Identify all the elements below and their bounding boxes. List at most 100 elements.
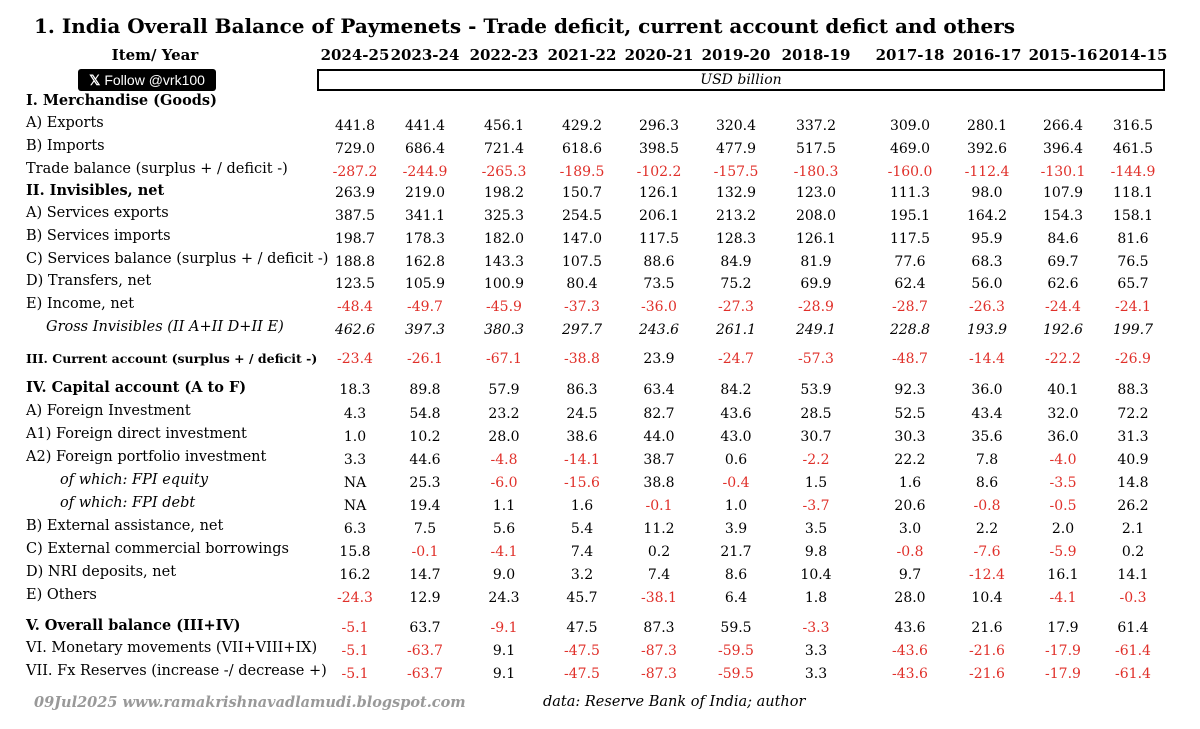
table-cell: 19.4 — [409, 498, 441, 514]
table-cell: 17.9 — [1047, 620, 1079, 636]
table-cell: 38.7 — [643, 452, 675, 468]
table-cell: 18.3 — [339, 382, 371, 398]
table-cell: 219.0 — [404, 185, 446, 201]
table-cell: 88.6 — [643, 254, 675, 270]
table-cell: 10.4 — [971, 590, 1003, 606]
table-cell: 63.7 — [409, 620, 441, 636]
table-row: III. Current account (surplus + / defici… — [0, 348, 1200, 368]
row-label: C) External commercial borrowings — [26, 541, 289, 557]
table-row: IV. Capital account (A to F) 18.3 89.8 57.9… — [0, 379, 1200, 399]
row-label: C) Services balance (surplus + / deficit… — [26, 251, 329, 267]
table-cell: 0.6 — [724, 452, 748, 468]
table-cell: 84.6 — [1047, 231, 1079, 247]
table-cell: 89.8 — [409, 382, 441, 398]
table-cell: -0.1 — [411, 544, 439, 560]
table-cell: -2.2 — [802, 452, 830, 468]
table-row: I. Merchandise (Goods) — [0, 92, 1200, 112]
table-cell: 0.2 — [1121, 544, 1145, 560]
table-row: B) External assistance, net 6.3 7.5 5.6 5.4 1… — [0, 518, 1200, 538]
table-cell: -0.8 — [896, 544, 924, 560]
year-header: 2023-24 — [390, 46, 460, 64]
row-label: B) Services imports — [26, 228, 171, 244]
table-cell: -63.7 — [407, 666, 443, 682]
table-cell: 206.1 — [638, 208, 680, 224]
table-cell: 22.2 — [894, 452, 926, 468]
year-header: 2016-17 — [952, 46, 1022, 64]
table-cell: 5.6 — [492, 521, 516, 537]
table-cell: 38.8 — [643, 475, 675, 491]
table-cell: 8.6 — [975, 475, 999, 491]
table-cell: 44.6 — [409, 452, 441, 468]
table-cell: 3.0 — [898, 521, 922, 537]
table-cell: 618.6 — [561, 141, 603, 157]
table-cell: 69.7 — [1047, 254, 1079, 270]
table-cell: -23.4 — [337, 351, 373, 367]
table-cell: -12.4 — [969, 567, 1005, 583]
table-cell: 1.6 — [570, 498, 594, 514]
table-cell: 62.6 — [1047, 276, 1079, 292]
table-row: VII. Fx Reserves (increase -/ decrease +… — [0, 663, 1200, 683]
table-cell: -15.6 — [564, 475, 600, 491]
table-cell: -26.9 — [1115, 351, 1151, 367]
table-cell: -160.0 — [887, 164, 933, 180]
table-row: A) Foreign Investment 4.3 54.8 23.2 24.5 82.7… — [0, 403, 1200, 423]
table-cell: 441.8 — [334, 118, 376, 134]
table-cell: -4.1 — [490, 544, 518, 560]
table-cell: 7.5 — [413, 521, 437, 537]
table-cell: -61.4 — [1115, 666, 1151, 682]
table-cell: 36.0 — [1047, 429, 1079, 445]
row-label: D) NRI deposits, net — [26, 564, 177, 580]
table-cell: 82.7 — [643, 406, 675, 422]
table-cell: 9.1 — [492, 666, 516, 682]
table-cell: 59.5 — [720, 620, 752, 636]
table-cell: 477.9 — [715, 141, 757, 157]
table-cell: 35.6 — [971, 429, 1003, 445]
table-cell: 10.2 — [409, 429, 441, 445]
row-label: IV. Capital account (A to F) — [26, 379, 247, 396]
follow-button[interactable]: 𝕏 Follow @vrk100 — [78, 69, 216, 91]
row-label: Gross Invisibles (II A+II D+II E) — [46, 319, 284, 335]
x-logo-icon: 𝕏 — [89, 71, 101, 88]
table-cell: 21.6 — [971, 620, 1003, 636]
table-cell: 47.5 — [566, 620, 598, 636]
table-row: C) Services balance (surplus + / deficit… — [0, 251, 1200, 271]
table-cell: 213.2 — [715, 208, 757, 224]
table-cell: 117.5 — [638, 231, 680, 247]
table-cell: -21.6 — [969, 666, 1005, 682]
table-cell: -67.1 — [486, 351, 522, 367]
table-cell: 320.4 — [715, 118, 757, 134]
table-cell: 7.4 — [570, 544, 594, 560]
table-cell: -48.7 — [892, 351, 928, 367]
table-cell: -4.8 — [490, 452, 518, 468]
row-label: V. Overall balance (III+IV) — [26, 617, 241, 634]
table-cell: 0.2 — [647, 544, 671, 560]
table-cell: 52.5 — [894, 406, 926, 422]
table-cell: 84.9 — [720, 254, 752, 270]
table-cell: 2.2 — [975, 521, 999, 537]
table-cell: 43.4 — [971, 406, 1003, 422]
table-cell: 8.6 — [724, 567, 748, 583]
table-cell: 43.0 — [720, 429, 752, 445]
table-cell: 6.3 — [343, 521, 367, 537]
table-cell: 32.0 — [1047, 406, 1079, 422]
table-cell: 337.2 — [795, 118, 837, 134]
table-cell: 158.1 — [1112, 208, 1154, 224]
table-cell: 14.8 — [1117, 475, 1149, 491]
table-cell: -112.4 — [964, 164, 1010, 180]
table-cell: 28.0 — [488, 429, 520, 445]
table-cell: -14.4 — [969, 351, 1005, 367]
table-cell: 126.1 — [795, 231, 837, 247]
table-cell: -57.3 — [798, 351, 834, 367]
table-cell: -14.1 — [564, 452, 600, 468]
table-cell: 11.2 — [643, 521, 675, 537]
table-cell: 98.0 — [971, 185, 1003, 201]
table-cell: 53.9 — [800, 382, 832, 398]
table-cell: 397.3 — [404, 322, 446, 338]
table-cell: 95.9 — [971, 231, 1003, 247]
table-cell: 192.6 — [1042, 322, 1084, 338]
table-cell: 1.8 — [804, 590, 828, 606]
table-cell: -26.3 — [969, 299, 1005, 315]
table-cell: 43.6 — [894, 620, 926, 636]
table-cell: 40.9 — [1117, 452, 1149, 468]
table-cell: 107.5 — [561, 254, 603, 270]
